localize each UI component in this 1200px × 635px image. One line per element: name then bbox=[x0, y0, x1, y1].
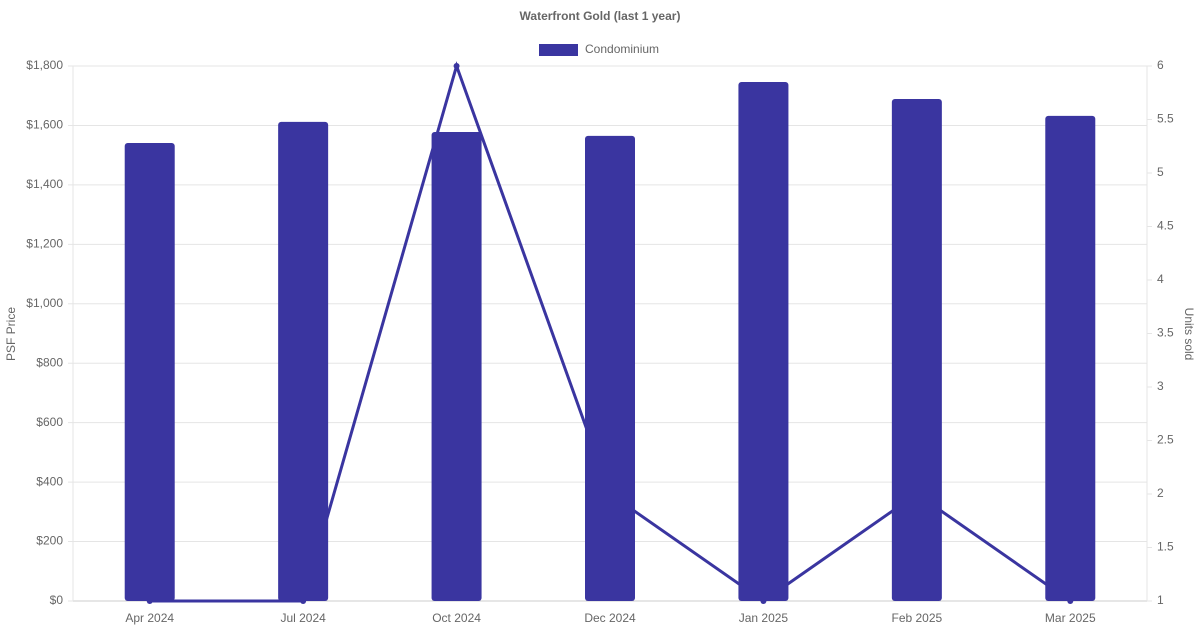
chart-title: Waterfront Gold (last 1 year) bbox=[520, 9, 681, 23]
y2-tick-label: 5.5 bbox=[1157, 112, 1174, 126]
y-tick-label: $0 bbox=[50, 593, 64, 607]
y-tick-label: $600 bbox=[36, 415, 63, 429]
legend-label: Condominium bbox=[585, 42, 659, 56]
bar bbox=[891, 98, 942, 601]
y2-tick-label: 4.5 bbox=[1157, 219, 1174, 233]
y2-tick-label: 1 bbox=[1157, 593, 1164, 607]
y2-tick-label: 5 bbox=[1157, 165, 1164, 179]
y-tick-label: $1,200 bbox=[26, 237, 63, 251]
y2-tick-label: 3 bbox=[1157, 379, 1164, 393]
y-tick-label: $1,800 bbox=[26, 58, 63, 72]
y-tick-label: $1,400 bbox=[26, 177, 63, 191]
y-tick-label: $800 bbox=[36, 355, 63, 369]
y2-tick-label: 1.5 bbox=[1157, 540, 1174, 554]
legend-swatch bbox=[539, 44, 578, 56]
bar bbox=[1045, 115, 1096, 601]
bar bbox=[431, 131, 482, 601]
bar bbox=[585, 135, 635, 601]
y2-tick-label: 6 bbox=[1157, 58, 1164, 72]
y2-tick-label: 4 bbox=[1157, 272, 1164, 286]
x-tick-label: Feb 2025 bbox=[891, 611, 942, 625]
bar bbox=[278, 121, 329, 601]
x-tick-label: Jan 2025 bbox=[739, 611, 789, 625]
y-tick-label: $1,600 bbox=[26, 118, 63, 132]
y-tick-label: $400 bbox=[36, 474, 63, 488]
y-tick-label: $200 bbox=[36, 534, 63, 548]
x-tick-label: Jul 2024 bbox=[280, 611, 326, 625]
y2-tick-label: 3.5 bbox=[1157, 326, 1174, 340]
x-tick-label: Mar 2025 bbox=[1045, 611, 1096, 625]
y-tick-label: $1,000 bbox=[26, 296, 63, 310]
y2-tick-label: 2 bbox=[1157, 486, 1164, 500]
x-tick-label: Dec 2024 bbox=[584, 611, 636, 625]
line-point bbox=[453, 63, 460, 69]
y-axis-label: PSF Price bbox=[4, 307, 18, 361]
bar bbox=[738, 82, 789, 602]
y2-axis-label: Units sold bbox=[1182, 308, 1196, 361]
y2-tick-label: 2.5 bbox=[1157, 433, 1174, 447]
x-tick-label: Oct 2024 bbox=[432, 611, 481, 625]
bar bbox=[124, 142, 175, 601]
x-tick-label: Apr 2024 bbox=[125, 611, 174, 625]
